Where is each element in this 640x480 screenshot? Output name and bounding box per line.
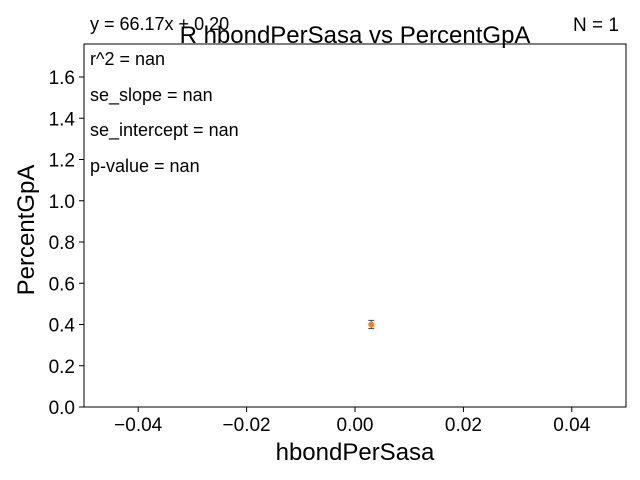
stat-r-squared: r^2 = nan [90, 49, 165, 69]
y-tick-label: 1.0 [49, 192, 75, 213]
x-tick-label: −0.02 [223, 415, 271, 436]
stat-se-intercept: se_intercept = nan [90, 120, 239, 141]
x-tick-label: 0.02 [445, 415, 482, 436]
x-tick-label: 0.00 [337, 415, 374, 436]
sample-count: N = 1 [573, 15, 619, 36]
y-tick-label: 1.6 [49, 68, 75, 89]
y-tick-label: 1.2 [49, 151, 75, 172]
x-tick-label: −0.04 [114, 415, 163, 436]
regression-equation: y = 66.17x + 0.20 [90, 14, 229, 34]
y-tick-label: 0.8 [49, 233, 75, 254]
y-axis: 0.0 0.2 0.4 0.6 0.8 1.0 1.2 1.4 1.6 [49, 68, 84, 419]
y-tick-label: 0.6 [49, 274, 75, 295]
stat-p-value: p-value = nan [90, 156, 200, 176]
x-tick-label: 0.04 [553, 415, 590, 436]
y-tick-label: 0.2 [49, 357, 75, 378]
x-axis: −0.04 −0.02 0.00 0.02 0.04 [114, 407, 591, 436]
data-points [368, 319, 375, 330]
plot-area [83, 43, 627, 408]
data-point [368, 321, 375, 328]
y-axis-label: PercentGpA [13, 165, 40, 296]
y-tick-label: 0.4 [49, 316, 76, 337]
stat-se-slope: se_slope = nan [90, 85, 213, 106]
y-tick-label: 1.4 [49, 109, 76, 130]
y-tick-label: 0.0 [49, 398, 75, 419]
chart-title: R hbondPerSasa vs PercentGpA [180, 22, 531, 49]
x-axis-label: hbondPerSasa [276, 439, 435, 466]
